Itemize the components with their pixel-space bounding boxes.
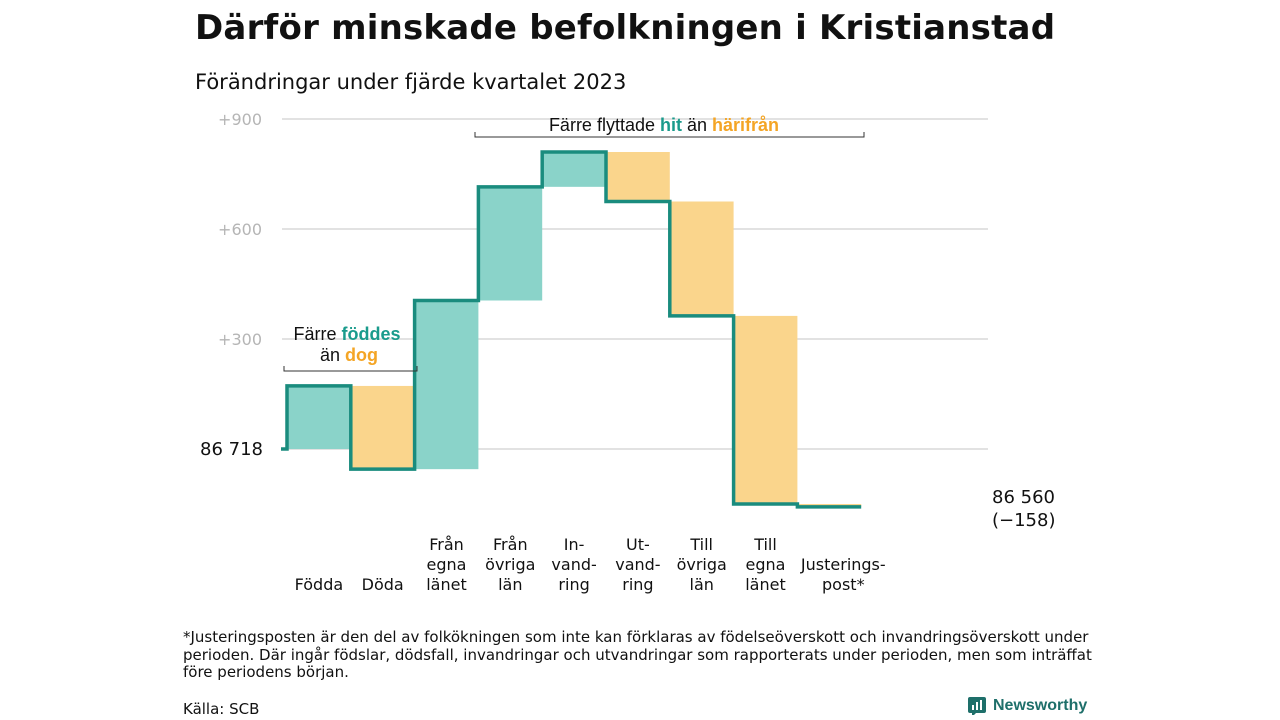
bars [287,152,862,507]
annotation-births-line1: Färre föddes [293,324,400,344]
brand-logo: Newsworthy [968,697,1087,715]
waterfall-bar [542,152,606,187]
annotation-highlight-dog: dog [345,345,378,365]
category-label: Från egna länet [426,535,467,594]
category-label-line: övriga [677,555,727,574]
category-label-line: post* [822,575,865,594]
annotation-highlight-fodda: föddes [342,324,401,344]
y-tick-label: +300 [218,330,262,349]
category-label-line: övriga [485,555,535,574]
category-label: Till övriga län [677,535,727,594]
category-label-line: ring [622,575,653,594]
category-label-line: egna [427,555,467,574]
category-label-line: Till [753,535,777,554]
end-value-label: 86 560 [992,487,1055,508]
waterfall-bar [414,300,479,470]
annotation-text: än [682,115,712,135]
newsworthy-logo-icon [968,697,986,715]
category-label-line: egna [746,555,786,574]
annotation-bracket [283,366,418,372]
category-label-line: Från [493,535,528,554]
y-tick-label: +900 [218,110,262,129]
step-line [281,150,862,509]
end-change-label: (−158) [992,510,1055,531]
waterfall-bar [350,385,415,470]
waterfall-bar [478,186,543,301]
annotation-highlight-harifran: härifrån [712,115,779,135]
footnote: *Justeringsposten är den del av folkökni… [183,628,1092,681]
annotation-migration: Färre flyttade hit än härifrån [549,115,779,135]
y-tick-label: +600 [218,220,262,239]
waterfall-bar [669,201,734,316]
category-label-line: Från [429,535,464,554]
chart-subtitle: Förändringar under fjärde kvartalet 2023 [195,70,627,94]
category-label-line: länet [745,575,786,594]
category-label-line: In- [564,535,585,554]
category-label-line: ring [558,575,589,594]
category-label: Till egna länet [745,535,786,594]
category-label: Döda [362,575,404,594]
annotation-text: än [320,345,345,365]
category-label-line: länet [426,575,467,594]
category-label-line: Födda [295,575,344,594]
category-label-line: län [690,575,714,594]
annotation-births-line2: än dog [320,345,378,365]
annotation-highlight-hit: hit [660,115,682,135]
category-label: Justerings-post* [800,555,886,594]
source-label: Källa: SCB [183,700,260,718]
chart-title: Därför minskade befolkningen i Kristians… [195,8,1056,48]
category-label: Födda [295,575,344,594]
cumulative-line [281,150,862,509]
waterfall-bar [606,152,670,202]
brand-name: Newsworthy [993,697,1088,714]
annotation-text: Färre flyttade [549,115,660,135]
waterfall-bar [733,315,798,504]
category-label-line: Ut- [626,535,650,554]
category-label-line: vand- [551,555,596,574]
category-label-line: Till [689,535,713,554]
annotation-text: Färre [293,324,341,344]
gridlines: +900 +600 +300 [218,110,988,450]
category-label-line: Justerings- [800,555,886,574]
annotation-bracket [474,132,865,138]
category-label-line: län [498,575,522,594]
category-label: In-vand-ring [551,535,596,594]
category-label: Från övriga län [485,535,535,594]
category-label-line: vand- [615,555,660,574]
category-label: Ut-vand-ring [615,535,660,594]
waterfall-bar [287,385,351,449]
category-label-line: Döda [362,575,404,594]
start-value-label: 86 718 [200,439,263,460]
